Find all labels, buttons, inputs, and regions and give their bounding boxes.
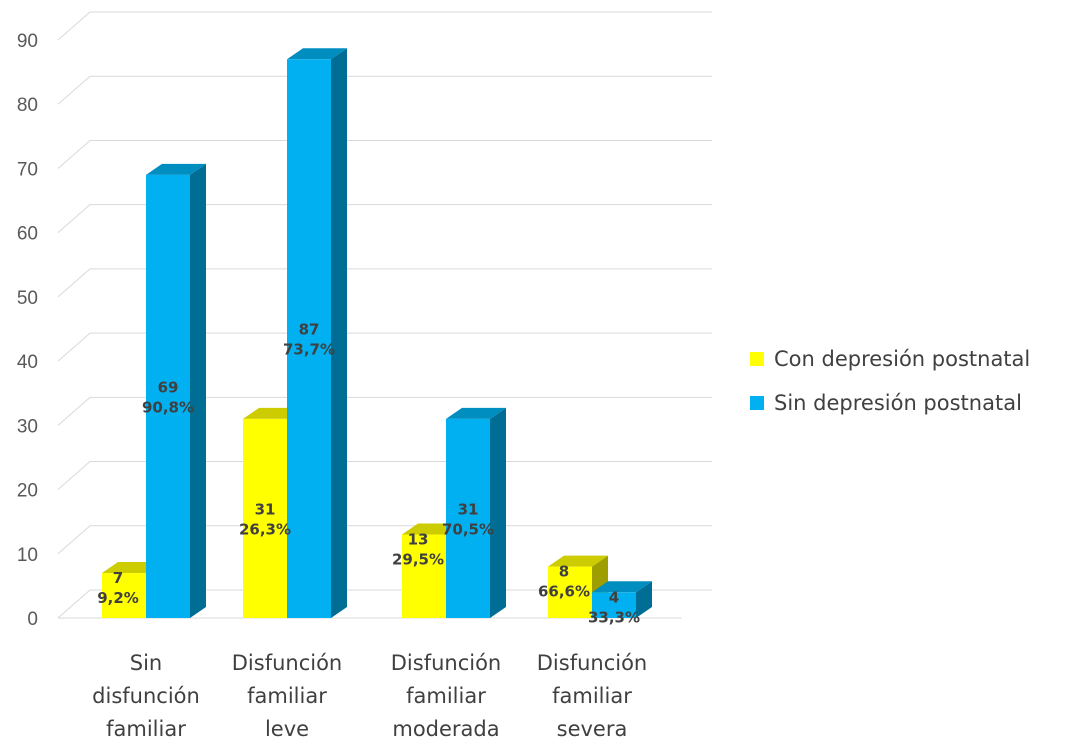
y-tick-label: 30: [17, 416, 38, 437]
data-label-percent: 73,7%: [283, 341, 335, 359]
x-category-label: Disfunción: [537, 651, 648, 675]
bar: [287, 59, 331, 619]
data-label-value: 7: [113, 569, 123, 587]
bar-top: [548, 555, 608, 567]
bar: [146, 174, 190, 618]
bar-top: [146, 163, 206, 175]
x-category-label: Sin: [130, 651, 162, 675]
x-axis: Sin disfunción familiar Disfunción familiar l…: [92, 651, 647, 741]
data-label-value: 4: [609, 588, 619, 606]
x-category-label: familiar: [247, 684, 327, 708]
gridline-depth: [57, 11, 91, 41]
data-label-value: 31: [458, 500, 479, 518]
legend-label: Con depresión postnatal: [774, 347, 1031, 371]
legend-label: Sin depresión postnatal: [774, 391, 1022, 415]
y-axis: 0 10 20 30 40 50 60 70 80 90: [17, 31, 38, 630]
data-label-percent: 66,6%: [538, 583, 590, 601]
bar: [102, 573, 146, 618]
legend-swatch-yellow: [750, 352, 764, 366]
bars: 7 9,2% 31 26,3% 13 29,5% 8 66,6% 69 90,8% 87 73,7% 3…: [97, 48, 652, 626]
gridline-depth: [57, 589, 91, 619]
data-label-percent: 29,5%: [392, 551, 444, 569]
gridline-depth: [57, 332, 91, 362]
data-label-percent: 70,5%: [442, 520, 494, 538]
x-category-label: leve: [265, 717, 309, 741]
x-category-label: familiar: [552, 684, 632, 708]
y-tick-label: 0: [27, 609, 38, 630]
y-tick-label: 10: [17, 545, 38, 566]
y-tick-label: 60: [17, 224, 38, 245]
legend: Con depresión postnatal Sin depresión po…: [750, 337, 1030, 425]
gridline-depth: [57, 525, 91, 555]
y-tick-label: 40: [17, 352, 38, 373]
y-tick-label: 50: [17, 288, 38, 309]
bar: [548, 566, 592, 618]
legend-item-sin-depresion: Sin depresión postnatal: [750, 381, 1030, 425]
legend-item-con-depresion: Con depresión postnatal: [750, 337, 1030, 381]
y-tick-label: 80: [17, 95, 38, 116]
y-tick-label: 20: [17, 481, 38, 502]
legend-swatch-blue: [750, 396, 764, 410]
y-tick-label: 70: [17, 159, 38, 180]
bar-side: [490, 407, 506, 618]
gridline-depth: [57, 461, 91, 490]
x-category-label: familiar: [406, 684, 486, 708]
bar-top: [446, 407, 506, 419]
data-label-value: 87: [299, 321, 320, 339]
x-category-label: Disfunción: [232, 651, 343, 675]
gridline-depth: [57, 268, 91, 298]
bar-side: [190, 163, 206, 618]
x-category-label: severa: [557, 717, 628, 741]
gridline-depth: [57, 204, 91, 234]
y-tick-label: 90: [17, 31, 38, 52]
data-label-percent: 9,2%: [97, 589, 139, 607]
gridline-depth: [57, 396, 91, 426]
bar-side: [636, 581, 652, 618]
data-label-value: 69: [158, 378, 179, 396]
data-label-percent: 33,3%: [588, 608, 640, 626]
data-label-percent: 26,3%: [239, 520, 291, 538]
data-label-value: 8: [559, 563, 569, 581]
x-category-label: disfunción: [92, 684, 200, 708]
data-label-value: 13: [408, 531, 429, 549]
gridline-depth: [57, 140, 91, 169]
gridline-depth: [57, 75, 91, 105]
x-category-label: Disfunción: [391, 651, 502, 675]
bar: [446, 418, 490, 618]
data-label-percent: 90,8%: [142, 398, 194, 416]
x-category-label: moderada: [392, 717, 499, 741]
bar-side: [331, 48, 347, 619]
bar-top: [287, 48, 347, 60]
bar: [402, 534, 446, 618]
bar-top: [592, 581, 652, 593]
bar: [243, 418, 287, 618]
data-label-value: 31: [255, 500, 276, 518]
bar: [592, 592, 636, 618]
x-category-label: familiar: [106, 717, 186, 741]
